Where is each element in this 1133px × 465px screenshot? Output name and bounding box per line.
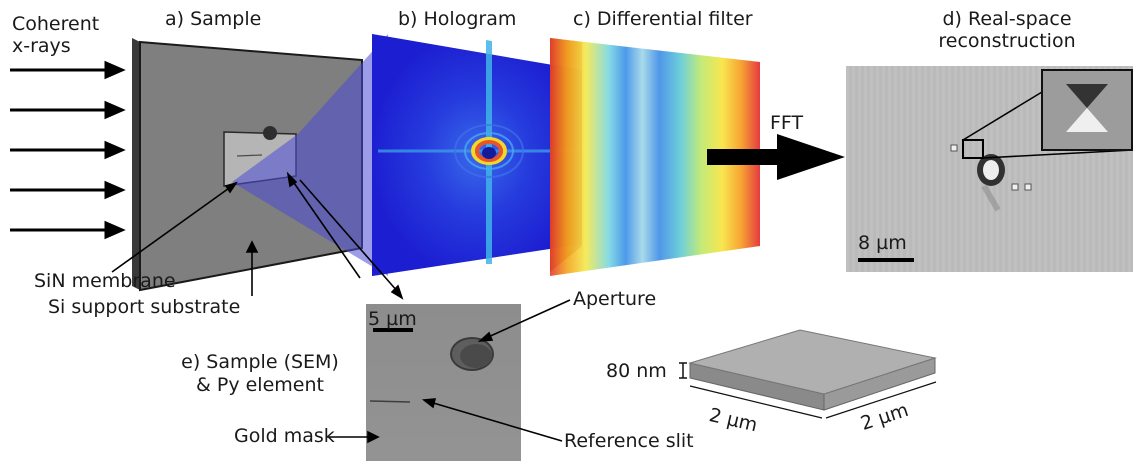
- thickness-label: 80 nm: [606, 360, 667, 382]
- panel-e-label-line1: e) Sample (SEM): [181, 351, 339, 373]
- si-support-label: Si support substrate: [48, 296, 241, 318]
- coherent-label-line2: x-rays: [12, 35, 71, 57]
- reference-slit-line: [236, 154, 263, 157]
- reconstruction-panel: [846, 66, 1133, 272]
- hologram-panel: [372, 34, 582, 276]
- panel-c-label: c) Differential filter: [573, 8, 753, 30]
- differential-filter-panel: [550, 38, 760, 276]
- panel-a-label: a) Sample: [165, 8, 262, 30]
- panel-e-label-line2: & Py element: [196, 374, 324, 396]
- zoom-box: [962, 139, 984, 159]
- reference-slit-label: Reference slit: [564, 430, 694, 452]
- aperture-dot: [263, 126, 277, 140]
- panel-d-label-line1: d) Real-space: [942, 8, 1072, 30]
- sem-panel: [366, 304, 521, 461]
- sin-membrane-label: SiN membrane: [34, 270, 176, 292]
- sem-scale-label: 5 µm: [368, 308, 417, 330]
- zoom-to-sem-arrow: [299, 179, 404, 300]
- panel-b-label: b) Hologram: [398, 8, 517, 30]
- sem-scale-bar: [373, 328, 413, 332]
- recon-scale-bar: [858, 258, 914, 262]
- gold-mask-label: Gold mask: [234, 425, 335, 447]
- beam-cone: [232, 34, 388, 276]
- coherent-label-line1: Coherent: [12, 13, 100, 35]
- panel-d-label-line2: reconstruction: [938, 30, 1076, 52]
- xray-arrows: [10, 60, 126, 240]
- sem-pointers: [326, 299, 571, 444]
- fft-arrow: [707, 134, 845, 180]
- fft-label: FFT: [770, 112, 804, 134]
- inset-zoom: [1041, 69, 1133, 151]
- aperture-label: Aperture: [573, 288, 657, 310]
- py-element-block: [679, 329, 937, 419]
- recon-scale-label: 8 µm: [858, 232, 907, 254]
- label-pointers: [111, 171, 361, 296]
- sample-plate: [132, 38, 363, 292]
